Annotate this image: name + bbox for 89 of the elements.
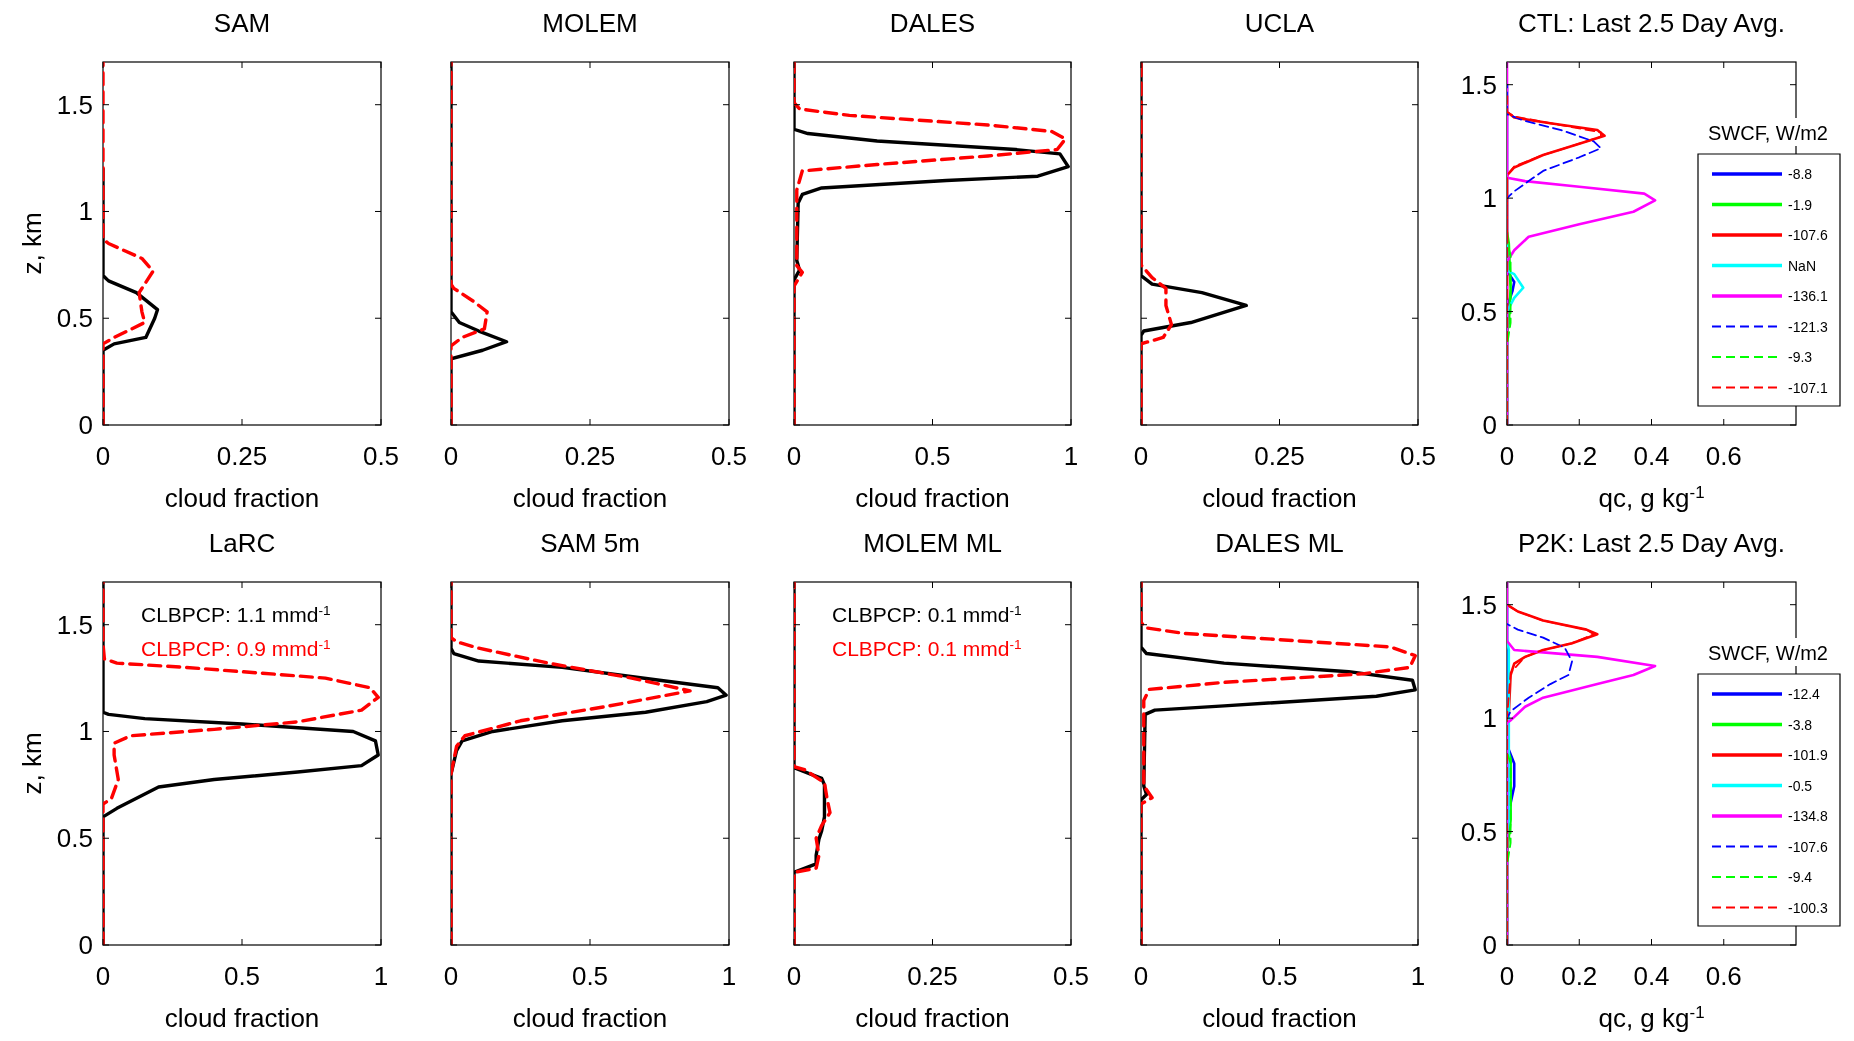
y-tick-label: 0: [1482, 410, 1497, 440]
legend-label: -8.8: [1788, 166, 1813, 182]
y-tick-label: 1: [1482, 703, 1497, 734]
x-tick-label: 0.5: [1399, 441, 1437, 471]
legend-label: -0.5: [1788, 777, 1813, 794]
y-tick-label: 1: [78, 716, 93, 747]
y-tick-label: 1.5: [1460, 69, 1497, 100]
x-tick-label: 0.5: [571, 961, 609, 991]
legend-title: SWCF, W/m2: [1708, 122, 1828, 144]
legend-label: -12.4: [1788, 686, 1821, 702]
legend-label: -9.4: [1788, 869, 1813, 885]
chart-title: MOLEM ML: [863, 528, 1002, 558]
x-axis-title: cloud fraction: [512, 1003, 668, 1033]
y-tick-label: 0.5: [56, 303, 93, 334]
y-tick-label: 1: [78, 196, 93, 227]
chart-title: MOLEM: [542, 8, 638, 38]
line-series: [103, 62, 155, 425]
legend-label: -107.1: [1788, 379, 1828, 396]
y-tick-label: 1.5: [56, 609, 93, 640]
x-tick-label: 1: [1063, 441, 1079, 471]
y-tick-label: 0: [78, 930, 93, 960]
x-tick-label: 0.5: [710, 441, 748, 471]
y-tick-label: 1.5: [56, 89, 93, 120]
x-axis-title: cloud fraction: [855, 483, 1010, 513]
annotation: CLBPCP: 1.1 mmd$^{-1}$: [141, 602, 331, 626]
legend-label: -134.8: [1788, 808, 1828, 824]
x-axis-title: qc, g kg$^{-1}$: [1598, 1002, 1705, 1033]
legend-label: -136.1: [1788, 288, 1828, 304]
x-axis-title: cloud fraction: [164, 483, 320, 513]
legend-label: -3.8: [1788, 716, 1813, 733]
x-tick-label: 0.25: [216, 441, 268, 471]
chart-title: UCLA: [1244, 8, 1315, 38]
y-tick-label: 0: [78, 410, 93, 440]
x-tick-label: 0.2: [1561, 441, 1598, 471]
legend-label: -100.3: [1788, 899, 1828, 916]
x-tick-label: 0.4: [1633, 961, 1670, 991]
x-tick-label: 1: [1410, 961, 1426, 991]
y-tick-label: 0.5: [1460, 816, 1497, 847]
x-tick-label: 0.5: [223, 961, 261, 991]
x-tick-label: 0: [1133, 441, 1149, 471]
legend-label: -121.3: [1788, 318, 1828, 335]
x-tick-label: 0: [1133, 961, 1149, 991]
legend-label: -101.9: [1788, 747, 1828, 763]
annotation: CLBPCP: 0.9 mmd$^{-1}$: [141, 636, 331, 660]
x-axis-title: cloud fraction: [1202, 483, 1357, 513]
x-tick-label: 1: [721, 961, 737, 991]
chart-title: SAM 5m: [540, 528, 640, 558]
x-tick-label: 0.25: [907, 961, 958, 991]
x-tick-label: 0.5: [1261, 961, 1298, 991]
x-tick-label: 0: [786, 961, 802, 991]
x-tick-label: 0: [443, 441, 459, 471]
legend-label: NaN: [1788, 257, 1817, 274]
x-tick-label: 0.6: [1705, 441, 1742, 471]
x-axis-title: cloud fraction: [164, 1003, 320, 1033]
chart-title: CTL: Last 2.5 Day Avg.: [1518, 8, 1785, 38]
legend-label: -107.6: [1788, 838, 1828, 855]
x-tick-label: 0: [443, 961, 459, 991]
legend-title: SWCF, W/m2: [1708, 642, 1828, 664]
chart-title: SAM: [213, 8, 271, 38]
annotation: CLBPCP: 0.1 mmd$^{-1}$: [832, 602, 1022, 626]
x-tick-label: 0: [786, 441, 802, 471]
chart-title: DALES ML: [1215, 528, 1344, 558]
y-axis-title: z, km: [17, 212, 47, 275]
x-tick-label: 1: [373, 961, 389, 991]
legend-label: -107.6: [1788, 227, 1828, 243]
y-tick-label: 0.5: [56, 823, 93, 854]
x-tick-label: 0.2: [1561, 961, 1598, 991]
x-axis-title: qc, g kg$^{-1}$: [1598, 482, 1705, 513]
x-axis-title: cloud fraction: [855, 1003, 1010, 1033]
x-tick-label: 0.4: [1633, 441, 1670, 471]
legend-label: -1.9: [1788, 196, 1813, 213]
x-tick-label: 0.5: [914, 441, 951, 471]
annotation: CLBPCP: 0.1 mmd$^{-1}$: [832, 636, 1022, 660]
y-tick-label: 1: [1482, 183, 1497, 214]
x-tick-label: 0.25: [564, 441, 616, 471]
chart-title: LaRC: [208, 528, 276, 558]
x-axis-title: cloud fraction: [512, 483, 668, 513]
y-tick-label: 1.5: [1460, 589, 1497, 620]
x-tick-label: 0.5: [1052, 961, 1090, 991]
x-axis-title: cloud fraction: [1202, 1003, 1357, 1033]
y-tick-label: 0: [1482, 930, 1497, 960]
chart-title: DALES: [889, 8, 976, 38]
y-tick-label: 0.5: [1460, 296, 1497, 327]
y-axis-title: z, km: [17, 732, 47, 795]
x-tick-label: 0.5: [362, 441, 400, 471]
x-tick-label: 0.25: [1254, 441, 1305, 471]
x-tick-label: 0.6: [1705, 961, 1742, 991]
legend-label: -9.3: [1788, 349, 1813, 365]
chart-title: P2K: Last 2.5 Day Avg.: [1518, 528, 1785, 558]
